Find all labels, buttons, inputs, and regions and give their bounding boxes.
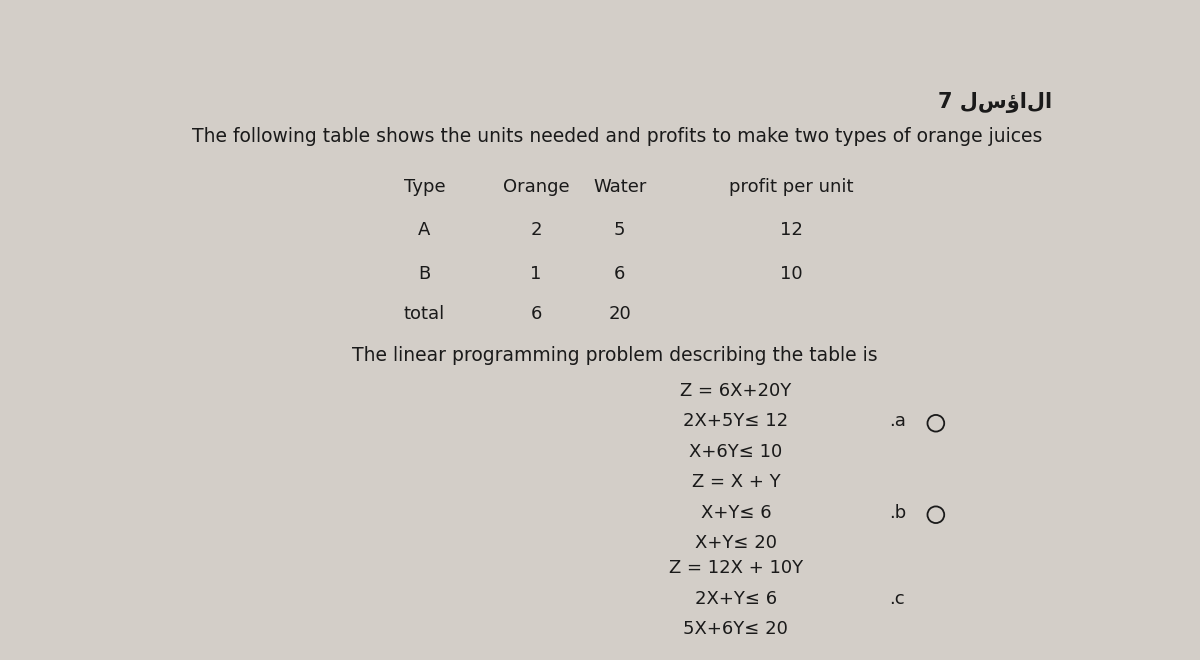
Text: 6: 6 [614,265,625,282]
Text: 12: 12 [780,222,803,240]
Text: .b: .b [889,504,907,521]
Text: A: A [418,222,431,240]
Text: B: B [419,265,431,282]
Text: The linear programming problem describing the table is: The linear programming problem describin… [352,346,878,365]
Text: 2X+Y≤ 6: 2X+Y≤ 6 [695,590,776,608]
Text: Z = 12X + 10Y: Z = 12X + 10Y [668,560,803,578]
Text: 2: 2 [530,222,541,240]
Text: 5X+6Y≤ 20: 5X+6Y≤ 20 [684,620,788,638]
Text: 20: 20 [608,306,631,323]
Text: X+Y≤ 20: X+Y≤ 20 [695,534,776,552]
Text: Type: Type [403,178,445,196]
Text: X+6Y≤ 10: X+6Y≤ 10 [689,443,782,461]
Text: 7 لسؤالا: 7 لسؤالا [938,92,1052,113]
Text: .c: .c [889,590,905,608]
Text: profit per unit: profit per unit [730,178,854,196]
Text: The following table shows the units needed and profits to make two types of oran: The following table shows the units need… [192,127,1043,147]
Text: total: total [403,306,445,323]
Text: .a: .a [889,412,906,430]
Text: 10: 10 [780,265,803,282]
Text: Z = 6X+20Y: Z = 6X+20Y [680,381,792,399]
Text: Orange: Orange [503,178,569,196]
Text: Water: Water [593,178,647,196]
Text: Z = X + Y: Z = X + Y [691,473,780,491]
Text: 6: 6 [530,306,541,323]
Text: 1: 1 [530,265,541,282]
Text: 2X+5Y≤ 12: 2X+5Y≤ 12 [683,412,788,430]
Text: 5: 5 [614,222,625,240]
Text: X+Y≤ 6: X+Y≤ 6 [701,504,772,521]
